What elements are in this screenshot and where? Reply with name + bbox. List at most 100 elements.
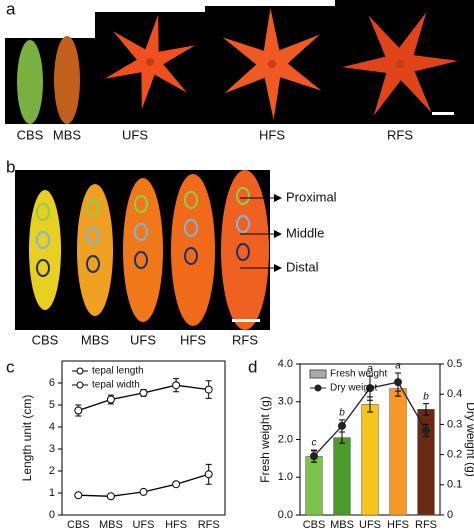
bar <box>389 388 407 516</box>
tepal <box>171 174 215 326</box>
x-tick-label: UFS <box>359 519 381 531</box>
stage-label: UFS <box>130 332 156 347</box>
y2-axis-label: Dry weight (g) <box>464 402 474 477</box>
flower-center <box>396 60 404 68</box>
y2-tick-label: 0.1 <box>447 479 462 491</box>
panel-label: b <box>6 157 15 176</box>
y-tick-label: 3 <box>49 443 55 455</box>
stage-label: HFS <box>180 332 206 347</box>
plot-frame <box>61 360 226 516</box>
point <box>172 381 181 390</box>
bud <box>17 40 43 124</box>
flower-center <box>146 58 154 66</box>
region-circle <box>36 259 50 277</box>
significance-letter: a <box>395 361 401 372</box>
region-label: Proximal <box>286 189 337 204</box>
point <box>394 378 402 387</box>
y-tick-label: 5 <box>49 399 55 411</box>
y-axis-label: Length unit (cm) <box>20 395 34 482</box>
y2-tick-label: 0.2 <box>447 449 462 461</box>
panel-label: d <box>248 357 257 376</box>
y-tick-label: 2.0 <box>278 433 293 445</box>
point <box>366 384 374 393</box>
error-bar <box>423 403 429 416</box>
x-tick-label: UFS <box>133 519 155 531</box>
x-tick-label: CBS <box>303 519 326 531</box>
stage-label: HFS <box>259 127 285 142</box>
tepal <box>221 170 269 330</box>
region-circle <box>134 223 148 241</box>
point <box>338 421 346 430</box>
point <box>204 470 213 479</box>
point <box>106 492 115 501</box>
scale-bar <box>232 319 260 322</box>
legend-marker <box>76 381 84 389</box>
region-circle <box>134 195 148 213</box>
region-circle <box>86 255 100 273</box>
legend-label: tepal length <box>92 366 144 377</box>
y-tick-label: 1 <box>49 487 55 499</box>
y-tick-label: 0 <box>49 509 55 521</box>
legend-label: Fresh weight <box>330 369 387 380</box>
tepal <box>123 178 163 322</box>
bar <box>305 456 323 516</box>
region-circle <box>86 199 100 217</box>
bud <box>54 36 80 124</box>
region-circle <box>134 251 148 269</box>
region-circle <box>184 247 198 265</box>
stage-label: RFS <box>232 332 258 347</box>
y-tick-label: 3.0 <box>278 396 293 408</box>
point <box>422 426 430 435</box>
point <box>139 487 148 496</box>
region-circle <box>86 227 100 245</box>
legend-marker <box>314 384 322 392</box>
significance-letter: a <box>367 364 373 375</box>
point <box>310 452 318 461</box>
arrow-head <box>274 194 282 202</box>
significance-letter: b <box>423 391 429 402</box>
point <box>172 480 181 489</box>
y-tick-label: 1.0 <box>278 471 293 483</box>
x-tick-label: RFS <box>415 519 437 531</box>
arrow-head <box>274 230 282 238</box>
arrow-head <box>274 264 282 272</box>
region-circle <box>236 243 250 261</box>
legend-label: Dry weight <box>330 383 377 394</box>
y-tick-label: 2 <box>49 465 55 477</box>
point <box>74 406 83 415</box>
stage-label: CBS <box>17 127 44 142</box>
y2-tick-label: 0.3 <box>447 418 462 430</box>
y2-tick-label: 0 <box>447 509 453 521</box>
point <box>106 395 115 404</box>
region-circle <box>184 191 198 209</box>
region-circle <box>36 203 50 221</box>
x-tick-label: MBS <box>99 519 123 531</box>
panel-label: c <box>6 357 15 376</box>
x-tick-label: RFS <box>198 519 220 531</box>
stage-label: CBS <box>32 332 59 347</box>
y2-tick-label: 0.5 <box>447 358 462 370</box>
flower-center <box>268 60 276 68</box>
region-circle <box>36 231 50 249</box>
region-label: Middle <box>286 225 324 240</box>
y2-tick-label: 0.4 <box>447 388 462 400</box>
legend-marker <box>76 367 84 375</box>
x-tick-label: HFS <box>387 519 409 531</box>
point <box>139 388 148 397</box>
region-circle <box>236 215 250 233</box>
significance-letter: c <box>312 438 317 449</box>
region-label: Distal <box>286 259 319 274</box>
y-tick-label: 0.0 <box>278 509 293 521</box>
y-tick-label: 4.0 <box>278 358 293 370</box>
bar <box>333 437 351 516</box>
tepal <box>77 184 113 316</box>
region-circle <box>184 219 198 237</box>
point <box>204 385 213 394</box>
x-tick-label: CBS <box>67 519 90 531</box>
y-axis-label: Fresh weight (g) <box>258 396 272 483</box>
y-tick-label: 6 <box>49 377 55 389</box>
bar <box>361 404 379 516</box>
legend-swatch <box>309 369 327 379</box>
point <box>74 491 83 500</box>
